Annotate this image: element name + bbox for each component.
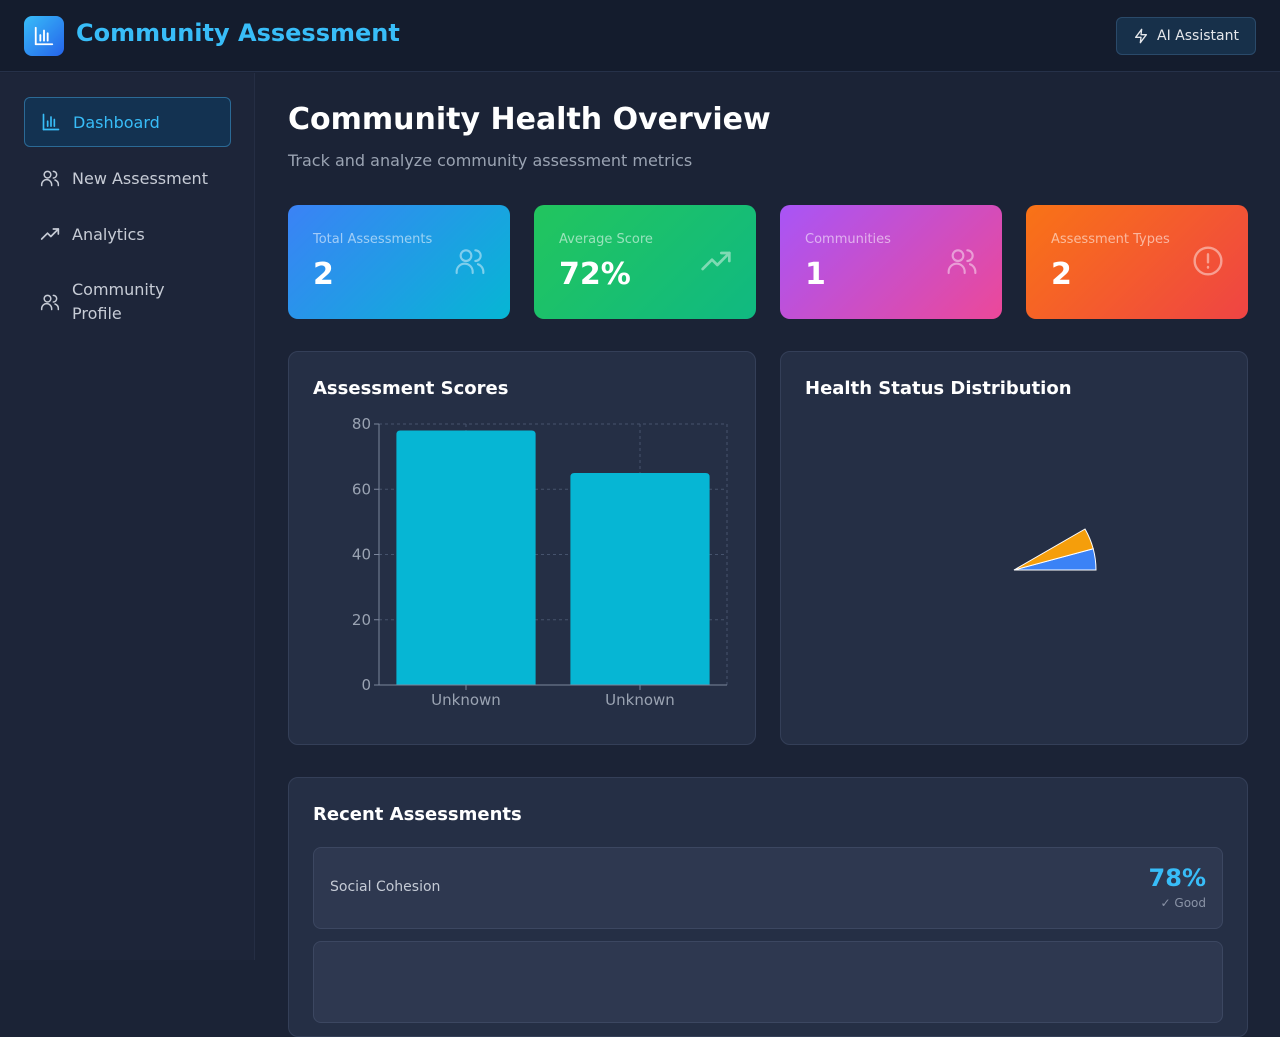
y-tick-label: 20 — [352, 611, 371, 629]
ai-assistant-button[interactable]: AI Assistant — [1116, 17, 1256, 55]
stat-label: Total Assessments — [313, 232, 433, 247]
sidebar-item-label: Dashboard — [73, 112, 160, 132]
y-tick-label: 60 — [352, 480, 371, 498]
y-tick-label: 0 — [361, 676, 371, 694]
assessment-name: Social Cohesion — [330, 879, 441, 895]
stat-card-average-score: Average Score 72% — [534, 205, 756, 319]
stat-value: 2 — [1051, 257, 1072, 292]
bar — [570, 472, 710, 685]
stat-value: 72% — [559, 257, 631, 292]
ai-assistant-label: AI Assistant — [1157, 28, 1239, 44]
list-item[interactable] — [313, 941, 1223, 1023]
bar-chart-icon — [42, 113, 60, 131]
page-title: Community Health Overview — [288, 102, 771, 137]
app-logo — [24, 16, 64, 56]
sidebar-item-new-assessment[interactable]: New Assessment — [24, 155, 231, 201]
recent-assessments-card: Recent Assessments Social Cohesion 78% ✓… — [288, 777, 1248, 1037]
sidebar-item-label: Analytics — [72, 224, 145, 244]
assessment-score: 78% — [1148, 864, 1206, 892]
list-item[interactable]: Social Cohesion 78% ✓ Good — [313, 847, 1223, 929]
assessment-scores-title: Assessment Scores — [313, 378, 509, 399]
sidebar-item-label: New Assessment — [72, 168, 208, 188]
stat-label: Average Score — [559, 232, 653, 247]
top-bar: Community Assessment AI Assistant — [0, 0, 1280, 72]
sidebar-item-dashboard[interactable]: Dashboard — [24, 97, 231, 147]
stat-label: Assessment Types — [1051, 232, 1170, 247]
health-distribution-card: Health Status Distribution — [780, 351, 1248, 745]
x-tick-label: Unknown — [431, 691, 501, 709]
pie-slice — [1013, 528, 1094, 571]
sidebar-item-label: Community Profile — [72, 280, 165, 323]
trending-up-icon — [40, 228, 60, 240]
health-distribution-chart — [1013, 528, 1097, 571]
stat-card-assessment-types: Assessment Types 2 — [1026, 205, 1248, 319]
bar — [396, 430, 536, 685]
stat-value: 1 — [805, 257, 826, 292]
trending-up-icon — [701, 251, 731, 271]
x-tick-label: Unknown — [605, 691, 675, 709]
page-subtitle: Track and analyze community assessment m… — [288, 151, 693, 170]
stat-card-total-assessments: Total Assessments 2 — [288, 205, 510, 319]
app-title: Community Assessment — [76, 19, 400, 47]
users-icon — [40, 170, 60, 187]
alert-circle-icon — [1193, 246, 1223, 276]
lightning-icon — [1135, 28, 1148, 44]
stat-card-communities: Communities 1 — [780, 205, 1002, 319]
assessment-scores-chart: 0 20 40 60 80 Unknown Unknown — [352, 415, 728, 709]
y-tick-label: 40 — [352, 546, 371, 564]
users-icon — [40, 294, 60, 311]
stat-label: Communities — [805, 232, 891, 247]
sidebar: Dashboard New Assessment Analytics Commu… — [0, 73, 255, 960]
users-icon — [455, 249, 485, 275]
y-tick-label: 80 — [352, 415, 371, 433]
recent-assessments-title: Recent Assessments — [313, 804, 522, 825]
sidebar-item-analytics[interactable]: Analytics — [24, 211, 231, 257]
health-distribution-title: Health Status Distribution — [805, 378, 1072, 399]
users-icon — [947, 249, 977, 275]
assessment-scores-card: Assessment Scores 0 20 40 60 80 Unknown Unknow… — [288, 351, 756, 745]
stat-value: 2 — [313, 257, 334, 292]
sidebar-item-community-profile[interactable]: Community Profile — [24, 269, 231, 335]
bar-chart-icon — [34, 26, 54, 46]
assessment-status: ✓ Good — [1160, 896, 1206, 910]
